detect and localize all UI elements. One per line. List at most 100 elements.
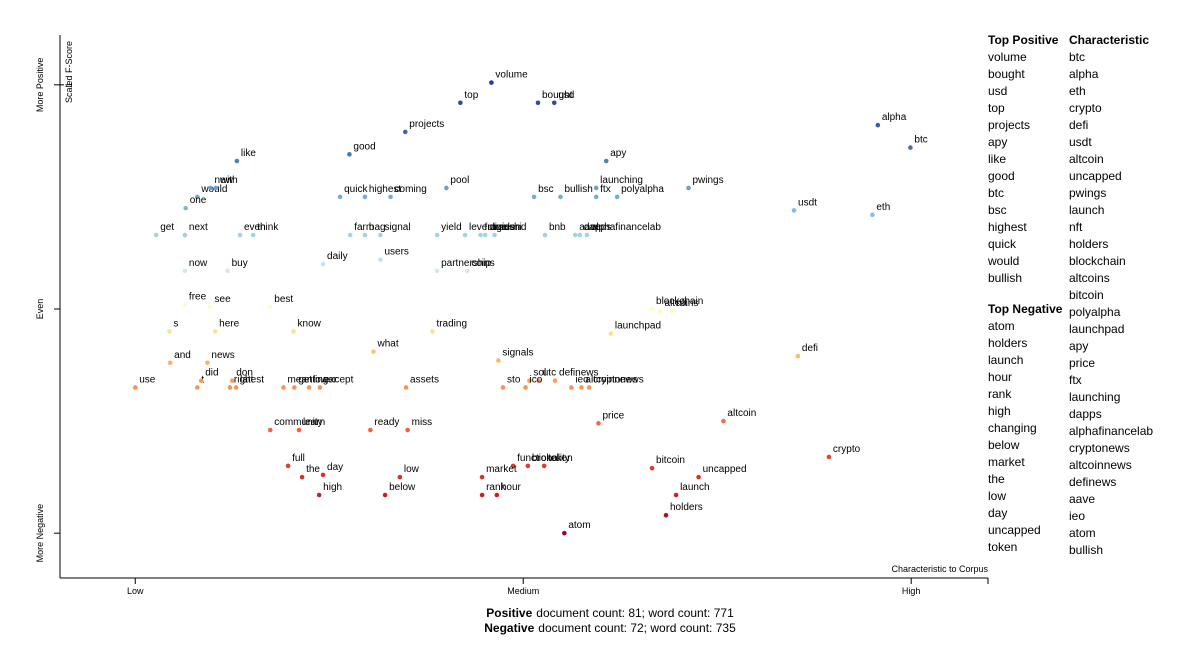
list-term[interactable]: high (988, 404, 1011, 418)
term-point (658, 308, 663, 314)
list-term[interactable]: holders (988, 336, 1027, 350)
term-point (213, 185, 219, 191)
list-term[interactable]: hour (988, 370, 1012, 384)
list-term[interactable]: token (988, 540, 1017, 554)
list-term[interactable]: atom (1069, 526, 1096, 540)
term-point (182, 232, 188, 238)
list-term[interactable]: dapps (1069, 407, 1102, 421)
term-label: even (244, 222, 266, 233)
term-label: top (464, 90, 478, 101)
list-term[interactable]: would (987, 254, 1019, 268)
term-point (496, 358, 501, 363)
term-label: launching (600, 175, 643, 186)
term-label: know (298, 318, 322, 329)
list-title: Characteristic (1069, 33, 1149, 47)
list-term[interactable]: projects (988, 118, 1030, 132)
list-term[interactable]: altcoins (1069, 271, 1110, 285)
list-term[interactable]: highest (988, 220, 1027, 234)
term-label: below (389, 482, 416, 493)
term-point (479, 474, 485, 480)
list-term[interactable]: launchpad (1069, 322, 1124, 336)
list-term[interactable]: polyalpha (1069, 305, 1121, 319)
list-term[interactable]: altcoinnews (1069, 458, 1132, 472)
list-term[interactable]: good (988, 169, 1015, 183)
list-term[interactable]: top (988, 101, 1005, 115)
list-term[interactable]: quick (988, 237, 1017, 251)
term-label: next (189, 222, 208, 233)
list-term[interactable]: pwings (1069, 186, 1106, 200)
term-point (403, 385, 409, 390)
list-term[interactable]: ieo (1069, 509, 1085, 523)
list-term[interactable]: bullish (988, 271, 1022, 285)
list-term[interactable]: usdt (1069, 135, 1092, 149)
list-term[interactable]: bullish (1069, 543, 1103, 557)
list-term[interactable]: launch (1069, 203, 1104, 217)
term-point (198, 378, 204, 384)
term-label: altcoin (727, 408, 756, 419)
list-term[interactable]: uncapped (1069, 169, 1122, 183)
term-point (195, 194, 200, 200)
list-term[interactable]: like (988, 152, 1006, 166)
list-term[interactable]: ftx (1069, 373, 1082, 387)
list-term[interactable]: volume (988, 50, 1027, 64)
list-term[interactable]: alpha (1069, 67, 1099, 81)
term-label: pool (450, 175, 469, 186)
list-term[interactable]: btc (988, 186, 1004, 200)
list-term[interactable]: apy (988, 135, 1007, 149)
list-term[interactable]: aave (1069, 492, 1095, 506)
list-term[interactable]: the (988, 472, 1005, 486)
term-point (569, 385, 574, 390)
term-label: highest (369, 184, 401, 195)
list-term[interactable]: blockchain (1069, 254, 1126, 268)
list-term[interactable]: day (988, 506, 1007, 520)
list-term[interactable]: nft (1069, 220, 1083, 234)
list-term[interactable]: cryptonews (1069, 441, 1130, 455)
list-term[interactable]: launching (1069, 390, 1120, 404)
list-term[interactable]: rank (988, 387, 1012, 401)
term-point (434, 268, 440, 274)
list-term[interactable]: price (1069, 356, 1095, 370)
list-term[interactable]: atom (988, 319, 1015, 333)
list-term[interactable]: holders (1069, 237, 1108, 251)
list-term[interactable]: eth (1069, 84, 1086, 98)
term-point (299, 474, 305, 480)
list-term[interactable]: changing (988, 421, 1037, 435)
list-term[interactable]: alphafinancelab (1069, 424, 1153, 438)
term-label: launchpad (615, 321, 661, 332)
term-label: uncapped (703, 464, 747, 475)
term-label: rank (486, 482, 506, 493)
term-point (362, 194, 368, 200)
term-label: farm (354, 222, 374, 233)
term-label: partnership (441, 258, 491, 269)
list-term[interactable]: bsc (988, 203, 1007, 217)
term-label: s (173, 318, 178, 329)
term-label: broke (532, 453, 557, 464)
list-term[interactable]: definews (1069, 475, 1116, 489)
term-point (465, 268, 470, 274)
list-term[interactable]: below (988, 438, 1020, 452)
term-label: pwings (692, 175, 723, 186)
term-label: day (327, 462, 343, 473)
list-term[interactable]: apy (1069, 339, 1088, 353)
list-term[interactable]: bought (988, 67, 1025, 81)
list-term[interactable]: btc (1069, 50, 1085, 64)
term-point (826, 454, 832, 460)
list-term[interactable]: altcoin (1069, 152, 1104, 166)
term-point (596, 421, 601, 426)
list-term[interactable]: defi (1069, 118, 1088, 132)
list-term[interactable]: uncapped (988, 523, 1041, 537)
term-point (225, 268, 230, 274)
term-label: sushi (499, 222, 522, 233)
term-label: ieo (575, 374, 589, 385)
term-label: see (215, 294, 232, 305)
list-term[interactable]: crypto (1069, 101, 1102, 115)
list-term[interactable]: launch (988, 353, 1023, 367)
list-term[interactable]: low (988, 489, 1006, 503)
term-point (482, 232, 488, 238)
list-term[interactable]: usd (988, 84, 1007, 98)
term-point (649, 306, 655, 312)
list-term[interactable]: market (988, 455, 1025, 469)
term-label: coins (471, 258, 494, 269)
term-label: hour (501, 482, 522, 493)
list-term[interactable]: bitcoin (1069, 288, 1104, 302)
